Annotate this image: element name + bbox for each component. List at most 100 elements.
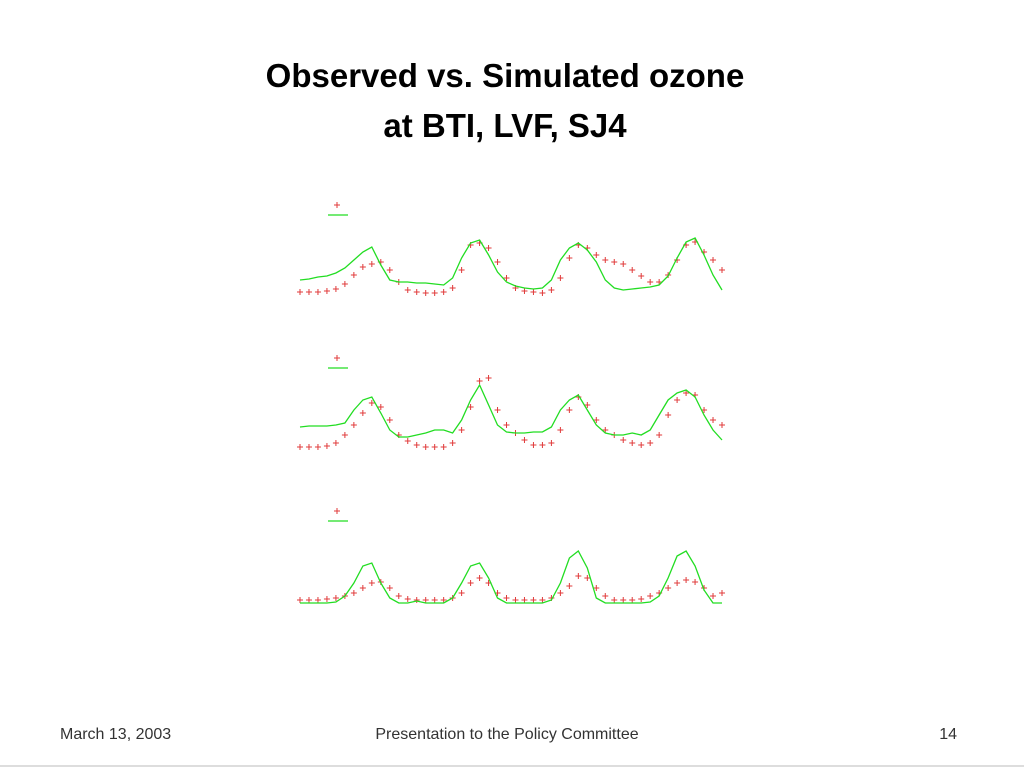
observed-marker (359, 410, 366, 416)
observed-marker (602, 593, 609, 599)
observed-marker (620, 261, 627, 267)
observed-marker (539, 442, 546, 448)
observed-marker (350, 272, 357, 278)
observed-marker (341, 432, 348, 438)
footer-date: March 13, 2003 (60, 726, 171, 743)
observed-marker (458, 590, 465, 596)
observed-marker (566, 255, 573, 261)
observed-marker (413, 442, 420, 448)
observed-marker (458, 267, 465, 273)
observed-marker (297, 597, 303, 603)
simulated-line (300, 550, 722, 604)
observed-marker (297, 289, 303, 295)
observed-marker (386, 417, 393, 423)
observed-marker (611, 597, 618, 603)
observed-marker (422, 597, 429, 603)
footer-text: Presentation to the Policy Committee (375, 726, 638, 743)
observed-marker (323, 288, 330, 294)
observed-marker (656, 279, 663, 285)
observed-marker (584, 402, 591, 408)
observed-marker (422, 290, 429, 296)
simulated-line (299, 383, 723, 441)
observed-marker (674, 580, 681, 586)
observed-marker (530, 289, 537, 295)
observed-marker (440, 597, 447, 603)
observed-marker (494, 259, 501, 265)
observed-marker (539, 290, 546, 296)
observed-marker (350, 590, 357, 596)
page-number: 14 (939, 726, 957, 743)
observed-marker (719, 422, 725, 428)
observed-marker (593, 252, 600, 258)
observed-marker (368, 400, 375, 406)
observed-marker (710, 593, 717, 599)
observed-marker (332, 286, 339, 292)
observed-marker (629, 440, 636, 446)
observed-marker (431, 290, 438, 296)
observed-marker (512, 597, 519, 603)
observed-marker (503, 422, 510, 428)
observed-marker (404, 596, 411, 602)
observed-marker (440, 289, 447, 295)
observed-marker (386, 267, 393, 273)
observed-marker (575, 573, 582, 579)
observed-marker (449, 440, 456, 446)
observed-marker (503, 275, 510, 281)
observed-marker (683, 577, 690, 583)
observed-marker (566, 583, 573, 589)
observed-marker (692, 579, 699, 585)
observed-marker (674, 397, 681, 403)
observed-marker (350, 422, 357, 428)
observed-marker (557, 590, 564, 596)
observed-marker (647, 593, 654, 599)
observed-marker (557, 275, 564, 281)
observed-marker (638, 273, 645, 279)
observed-marker (458, 427, 465, 433)
observed-marker (566, 407, 573, 413)
observed-marker (413, 289, 420, 295)
observed-marker (323, 596, 330, 602)
observed-marker (341, 281, 348, 287)
observed-marker (314, 289, 321, 295)
observed-marker (656, 432, 663, 438)
observed-marker (494, 407, 501, 413)
observed-marker (548, 440, 555, 446)
observed-marker (557, 427, 564, 433)
observed-marker (440, 444, 447, 450)
observed-marker (602, 257, 609, 263)
legend-marker (334, 202, 340, 208)
observed-marker (638, 596, 645, 602)
observed-marker (413, 597, 420, 603)
observed-marker (368, 580, 375, 586)
observed-marker (297, 444, 303, 450)
observed-marker (314, 444, 321, 450)
observed-marker (404, 287, 411, 293)
observed-marker (629, 267, 636, 273)
observed-marker (485, 245, 492, 251)
observed-marker (359, 264, 366, 270)
observed-marker (395, 593, 402, 599)
observed-marker (665, 585, 672, 591)
observed-marker (314, 597, 321, 603)
observed-marker (404, 438, 411, 444)
observed-marker (332, 595, 339, 601)
observed-marker (305, 444, 312, 450)
observed-marker (638, 442, 645, 448)
observed-marker (476, 378, 483, 384)
legend-marker (334, 508, 340, 514)
slide-title: at BTI, LVF, SJ4 (383, 107, 627, 144)
observed-marker (710, 257, 717, 263)
observed-marker (323, 443, 330, 449)
observed-marker (332, 440, 339, 446)
observed-marker (467, 404, 474, 410)
observed-marker (584, 575, 591, 581)
observed-marker (359, 585, 366, 591)
observed-marker (431, 444, 438, 450)
observed-marker (386, 585, 393, 591)
observed-marker (485, 375, 492, 381)
observed-marker (611, 259, 618, 265)
observed-marker (719, 267, 725, 273)
observed-marker (530, 597, 537, 603)
observed-marker (305, 597, 312, 603)
